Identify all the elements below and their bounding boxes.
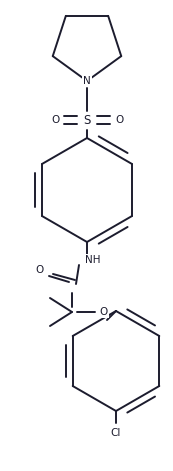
Text: NH: NH <box>85 255 101 265</box>
Text: O: O <box>115 115 123 125</box>
Text: O: O <box>100 307 108 317</box>
Text: O: O <box>51 115 59 125</box>
Text: O: O <box>36 265 44 275</box>
Text: N: N <box>83 76 91 86</box>
Text: S: S <box>83 114 91 127</box>
Text: Cl: Cl <box>111 428 121 438</box>
